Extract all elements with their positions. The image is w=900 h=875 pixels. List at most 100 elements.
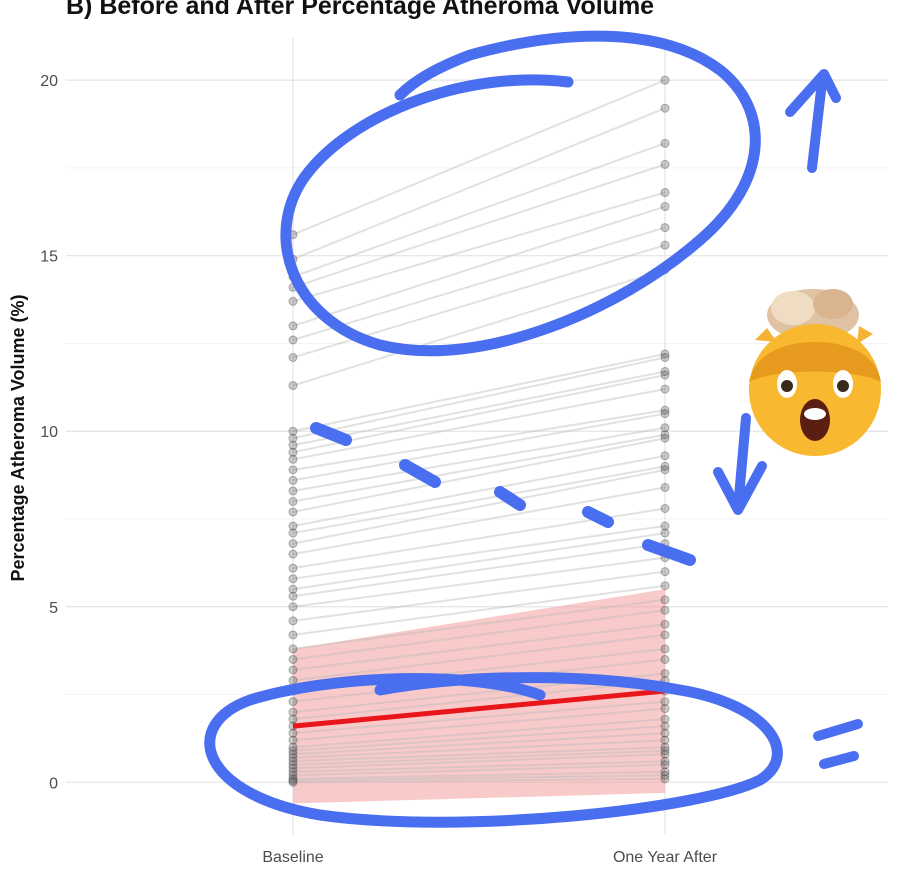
annotation-equals-top <box>813 719 863 741</box>
data-point <box>660 728 670 738</box>
data-point <box>288 574 298 584</box>
annotation-dash-2 <box>399 459 441 488</box>
data-point <box>288 591 298 601</box>
data-point <box>660 465 670 475</box>
annotation-ellipse-bottom <box>204 672 783 828</box>
patient-line <box>292 226 666 341</box>
patient-line <box>292 433 666 503</box>
patient-line <box>292 584 666 636</box>
patient-line <box>292 700 666 735</box>
data-point <box>660 767 670 777</box>
data-point <box>660 581 670 591</box>
patient-line <box>292 633 666 682</box>
data-point <box>288 447 298 457</box>
data-point <box>288 602 298 612</box>
data-point <box>288 735 298 745</box>
data-point <box>288 496 298 506</box>
patient-line <box>292 268 666 387</box>
data-point <box>288 767 298 777</box>
patient-line <box>292 732 666 756</box>
patient-line <box>292 746 666 763</box>
patient-line <box>292 542 666 598</box>
data-point <box>660 605 670 615</box>
data-point <box>288 321 298 331</box>
data-point <box>660 770 670 780</box>
data-point <box>660 405 670 415</box>
data-point <box>288 296 298 306</box>
data-point <box>288 760 298 770</box>
patient-line <box>292 409 666 471</box>
data-point <box>660 138 670 148</box>
annotation-arrow-up <box>785 69 841 173</box>
data-point <box>288 777 298 787</box>
patient-line <box>292 426 666 492</box>
patient-line <box>292 609 666 661</box>
chart-title: B) Before and After Percentage Atheroma … <box>66 0 655 20</box>
data-point <box>660 760 670 770</box>
data-point <box>660 202 670 212</box>
annotation-arrow-down <box>713 413 767 515</box>
patient-line <box>292 774 666 782</box>
data-point <box>660 528 670 538</box>
y-axis-title: Percentage Atheroma Volume (%) <box>8 294 28 581</box>
data-point <box>288 749 298 759</box>
data-point <box>288 426 298 436</box>
data-point <box>660 353 670 363</box>
data-point <box>660 774 670 784</box>
x-tick-label: One Year After <box>613 849 718 866</box>
patient-line <box>292 454 666 528</box>
data-point <box>660 461 670 471</box>
data-point <box>660 742 670 752</box>
data-point <box>660 159 670 169</box>
annotation-dash-5 <box>642 539 696 566</box>
confidence-band <box>293 589 665 804</box>
annotation-dash-3 <box>494 486 526 511</box>
data-point <box>660 567 670 577</box>
data-point <box>288 528 298 538</box>
data-point <box>288 714 298 724</box>
data-point <box>288 616 298 626</box>
patient-line <box>292 107 666 261</box>
data-point <box>660 367 670 377</box>
data-point <box>660 223 670 233</box>
patient-line <box>292 763 666 777</box>
patient-line <box>292 412 666 482</box>
data-point <box>660 714 670 724</box>
data-point <box>288 486 298 496</box>
data-point <box>288 353 298 363</box>
data-point <box>660 430 670 440</box>
data-point <box>288 507 298 517</box>
data-point <box>288 454 298 464</box>
data-point <box>660 630 670 640</box>
y-tick-label: 20 <box>40 73 58 90</box>
patient-line <box>292 525 666 580</box>
data-point <box>660 756 670 766</box>
y-tick-label: 15 <box>40 249 58 266</box>
data-point <box>288 630 298 640</box>
data-point <box>660 697 670 707</box>
data-point <box>660 370 670 380</box>
confidence-band-layer <box>293 589 665 804</box>
data-point <box>660 423 670 433</box>
data-point <box>660 619 670 629</box>
data-point <box>660 75 670 85</box>
trend-line <box>292 688 666 729</box>
patient-line <box>292 707 666 742</box>
patient-line <box>292 725 666 752</box>
data-point <box>288 563 298 573</box>
patient-line <box>292 370 666 447</box>
data-point <box>660 433 670 443</box>
data-point <box>288 433 298 443</box>
data-point <box>288 335 298 345</box>
patient-line <box>292 556 666 608</box>
data-point <box>660 595 670 605</box>
annotation-equals-bottom <box>819 751 859 769</box>
data-point <box>660 187 670 197</box>
data-point <box>288 644 298 654</box>
data-point <box>660 749 670 759</box>
patient-line <box>292 570 666 622</box>
data-point <box>288 756 298 766</box>
data-point <box>288 465 298 475</box>
annotation-ellipse-top <box>280 30 761 357</box>
